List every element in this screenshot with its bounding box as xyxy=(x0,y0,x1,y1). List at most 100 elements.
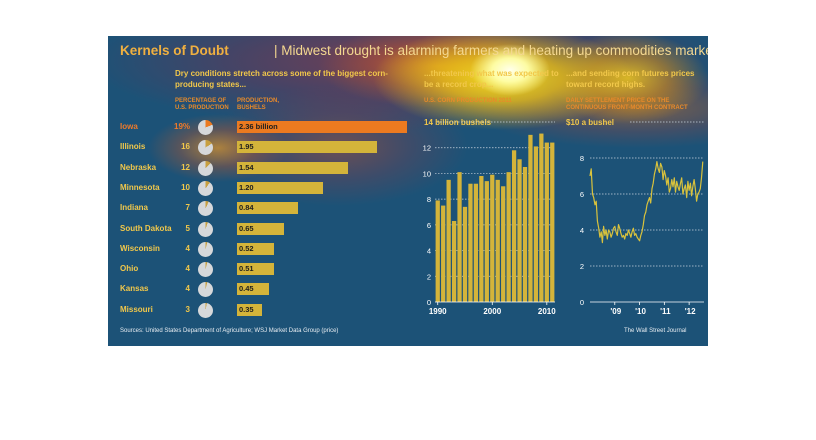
share-pie-icon xyxy=(198,302,213,318)
production-bar: 0.35 xyxy=(237,303,263,316)
share-pie-icon xyxy=(198,120,213,135)
x-tick-label: '11 xyxy=(660,307,671,316)
production-value: 0.65 xyxy=(239,223,254,233)
state-name: Ohio xyxy=(120,264,139,274)
production-year-bar xyxy=(479,176,484,302)
state-name: South Dakota xyxy=(120,223,172,233)
percent-column-header: PERCENTAGE OF U.S. PRODUCTION xyxy=(175,98,229,111)
production-bar: 1.95 xyxy=(237,141,378,154)
production-year-bar xyxy=(506,172,511,302)
production-value: 1.54 xyxy=(239,162,254,172)
left-section-heading: Dry conditions stretch across some of th… xyxy=(175,69,388,89)
production-value: 0.51 xyxy=(239,264,254,274)
state-name: Nebraska xyxy=(120,162,157,172)
mid-section-subheading: U.S. CORN PRODUCTION 2011 xyxy=(424,98,512,104)
y-tick-label: 10 xyxy=(423,169,431,178)
production-year-bar xyxy=(550,142,555,302)
state-percent: 19% xyxy=(174,122,191,131)
production-bar: 0.45 xyxy=(237,283,270,296)
production-value: 0.84 xyxy=(239,203,254,213)
production-value: 1.95 xyxy=(239,142,254,152)
right-unit-label: $10 a bushel xyxy=(566,118,615,127)
y-tick-label: 6 xyxy=(580,190,584,199)
production-bar: 0.51 xyxy=(237,263,274,276)
y-tick-label: 4 xyxy=(580,226,584,235)
share-pie-icon xyxy=(198,160,213,176)
production-year-bar xyxy=(462,206,468,302)
production-year-bar xyxy=(511,150,517,302)
state-percent: 4 xyxy=(185,243,190,253)
graphic-subtitle: | Midwest drought is alarming farmers an… xyxy=(274,43,708,58)
price-line xyxy=(589,160,704,244)
share-pie-icon xyxy=(198,180,213,196)
share-pie-icon xyxy=(198,221,213,237)
state-name: Missouri xyxy=(120,304,153,314)
y-tick-label: 8 xyxy=(427,195,431,204)
mid-section-heading: ...threatening what was expected to be a… xyxy=(424,69,559,89)
state-name: Wisconsin xyxy=(120,243,160,253)
y-tick-label: 12 xyxy=(423,144,431,153)
y-tick-label: 4 xyxy=(427,247,431,256)
state-name: Kansas xyxy=(120,284,149,294)
production-year-bar xyxy=(501,186,506,302)
production-bar: 1.20 xyxy=(237,181,324,194)
production-value: 2.36 billion xyxy=(239,122,278,131)
share-pie-icon xyxy=(198,201,213,217)
x-tick-label: 1990 xyxy=(429,307,447,316)
sources-note: Sources: United States Department of Agr… xyxy=(120,328,339,334)
right-section-heading: ...and sending corn futures prices towar… xyxy=(566,69,695,89)
y-tick-label: 2 xyxy=(427,272,431,281)
us-production-chart: 0 2 4 6 8 10 12 1990 2000 2010 xyxy=(423,121,556,316)
production-year-bar xyxy=(528,134,533,302)
production-year-bar xyxy=(446,179,451,302)
state-percent: 7 xyxy=(185,203,190,213)
y-tick-label: 0 xyxy=(580,298,584,307)
state-percent: 5 xyxy=(185,223,190,233)
x-tick-label: '12 xyxy=(685,307,696,316)
state-percent: 3 xyxy=(185,304,190,314)
production-year-bar xyxy=(457,172,462,302)
production-year-bar xyxy=(533,146,539,302)
y-tick-label: 0 xyxy=(427,298,431,307)
state-percent: 4 xyxy=(185,284,190,294)
production-year-bar xyxy=(473,183,479,302)
production-year-bar xyxy=(451,221,457,302)
production-column-header: PRODUCTION, BUSHELS xyxy=(237,98,279,111)
corn-futures-chart: 0 2 4 6 8 '09 '10 '11 '12 xyxy=(580,121,704,316)
state-name: Minnesota xyxy=(120,182,160,192)
x-tick-label: 2000 xyxy=(483,307,501,316)
production-bar: 0.84 xyxy=(237,202,298,215)
x-tick-label: '09 xyxy=(610,307,621,316)
y-tick-label: 6 xyxy=(427,221,431,230)
production-value: 0.52 xyxy=(239,243,254,253)
production-value: 0.35 xyxy=(239,304,254,314)
y-tick-label: 2 xyxy=(580,262,584,271)
production-year-bar xyxy=(517,159,522,302)
state-percent: 12 xyxy=(181,162,190,172)
production-year-bar xyxy=(495,179,500,302)
production-year-bar xyxy=(544,142,549,302)
mid-unit-label: 14 billion bushels xyxy=(424,118,492,127)
share-pie-icon xyxy=(198,262,213,278)
production-bar: 0.65 xyxy=(237,222,284,235)
publisher-credit: The Wall Street Journal xyxy=(624,328,687,334)
production-value: 0.45 xyxy=(239,284,254,294)
state-name: Iowa xyxy=(120,122,138,131)
graphic-title: Kernels of Doubt xyxy=(120,43,229,58)
production-year-bar xyxy=(484,181,489,302)
production-year-bar xyxy=(468,183,473,302)
production-bar: 0.52 xyxy=(237,242,275,255)
state-percent: 4 xyxy=(185,264,190,274)
production-year-bar xyxy=(522,167,528,302)
x-tick-label: 2010 xyxy=(538,307,556,316)
x-tick-label: '10 xyxy=(635,307,646,316)
production-year-bar xyxy=(441,205,446,302)
share-pie-icon xyxy=(198,140,213,156)
production-bar: 1.54 xyxy=(237,161,348,174)
state-name: Indiana xyxy=(120,203,149,213)
y-tick-label: 8 xyxy=(580,154,584,163)
state-percent: 10 xyxy=(181,182,190,192)
share-pie-icon xyxy=(198,282,213,298)
production-year-bar xyxy=(539,133,544,302)
production-bar: 2.36 billion xyxy=(237,121,407,133)
